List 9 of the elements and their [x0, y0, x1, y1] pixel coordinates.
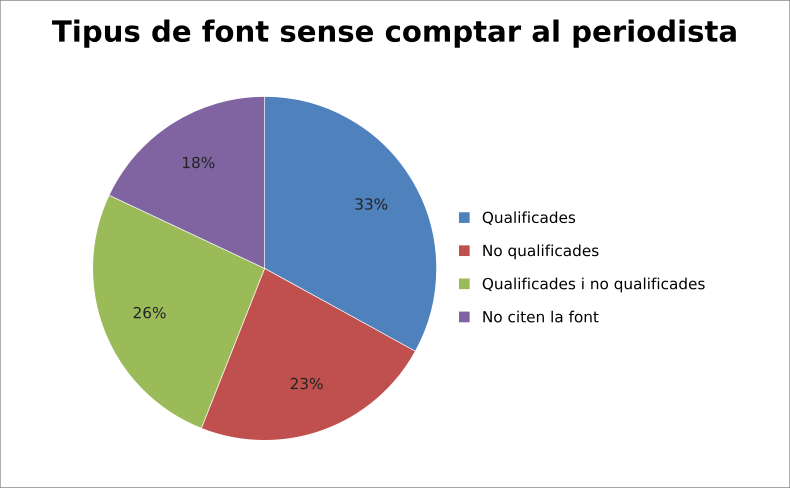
legend-label: Qualificades	[482, 211, 576, 225]
legend-label: No qualificades	[483, 244, 598, 260]
data-label: 26%	[134, 306, 166, 318]
data-label: 33%	[355, 198, 388, 210]
data-label: 18%	[183, 156, 214, 168]
chart-title: Tipus de font sense comptar al periodista	[52, 20, 736, 48]
data-label: 23%	[290, 378, 323, 390]
legend-label: Qualificades i no qualificades	[482, 278, 705, 292]
legend-label: No citen la font	[483, 310, 599, 323]
